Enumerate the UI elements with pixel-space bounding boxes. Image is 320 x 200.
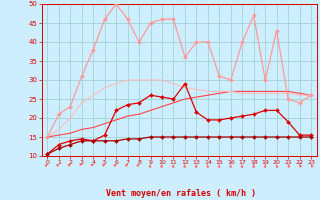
Text: Vent moyen/en rafales ( km/h ): Vent moyen/en rafales ( km/h ): [106, 189, 256, 198]
